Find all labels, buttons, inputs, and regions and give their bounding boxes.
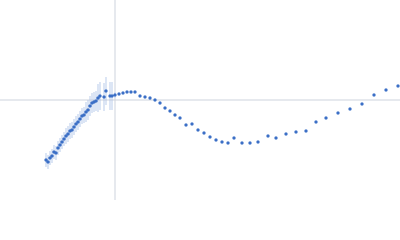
point: [304, 129, 308, 133]
point: [121, 91, 125, 95]
point: [372, 93, 376, 97]
point: [98, 94, 102, 98]
point: [62, 137, 66, 141]
point: [58, 143, 62, 147]
chart: [0, 0, 400, 200]
point: [84, 110, 88, 114]
point: [110, 94, 114, 98]
point: [256, 140, 260, 144]
point: [70, 128, 74, 132]
point: [60, 140, 64, 144]
point: [248, 141, 252, 145]
point: [178, 116, 182, 120]
point: [117, 92, 121, 96]
point: [78, 117, 82, 121]
point: [96, 96, 100, 100]
point: [138, 94, 142, 98]
point: [202, 131, 206, 135]
point: [148, 96, 152, 100]
point: [190, 122, 194, 126]
point: [348, 107, 352, 111]
point: [113, 93, 117, 97]
page: {"chart_data": {"type": "scatter", "xlim…: [0, 0, 400, 200]
point: [48, 156, 52, 160]
point: [284, 132, 288, 136]
point: [266, 134, 270, 138]
point: [384, 88, 388, 92]
point: [214, 138, 218, 142]
point: [360, 102, 364, 106]
point: [102, 95, 106, 99]
point: [168, 109, 172, 113]
point: [294, 130, 298, 134]
point: [158, 101, 162, 105]
point: [74, 122, 78, 126]
point: [104, 89, 108, 93]
point: [76, 120, 80, 124]
point: [46, 160, 50, 164]
point: [314, 120, 318, 124]
point: [86, 108, 90, 112]
point: [173, 113, 177, 117]
point: [184, 123, 188, 127]
point: [163, 106, 167, 110]
point: [196, 128, 200, 132]
point: [50, 154, 54, 158]
point: [220, 140, 224, 144]
point: [226, 141, 230, 145]
point: [56, 146, 60, 150]
point: [336, 111, 340, 115]
point: [66, 132, 70, 136]
point: [94, 99, 98, 103]
point: [44, 158, 48, 162]
point: [143, 95, 147, 99]
point: [82, 113, 86, 117]
point: [396, 84, 400, 88]
point: [54, 151, 58, 155]
point: [153, 98, 157, 102]
point: [133, 90, 137, 94]
point: [72, 125, 76, 129]
point: [208, 135, 212, 139]
point: [129, 90, 133, 94]
point: [324, 116, 328, 120]
point: [274, 136, 278, 140]
point: [88, 104, 92, 108]
point: [240, 141, 244, 145]
point: [125, 90, 129, 94]
point: [64, 134, 68, 138]
point: [232, 136, 236, 140]
